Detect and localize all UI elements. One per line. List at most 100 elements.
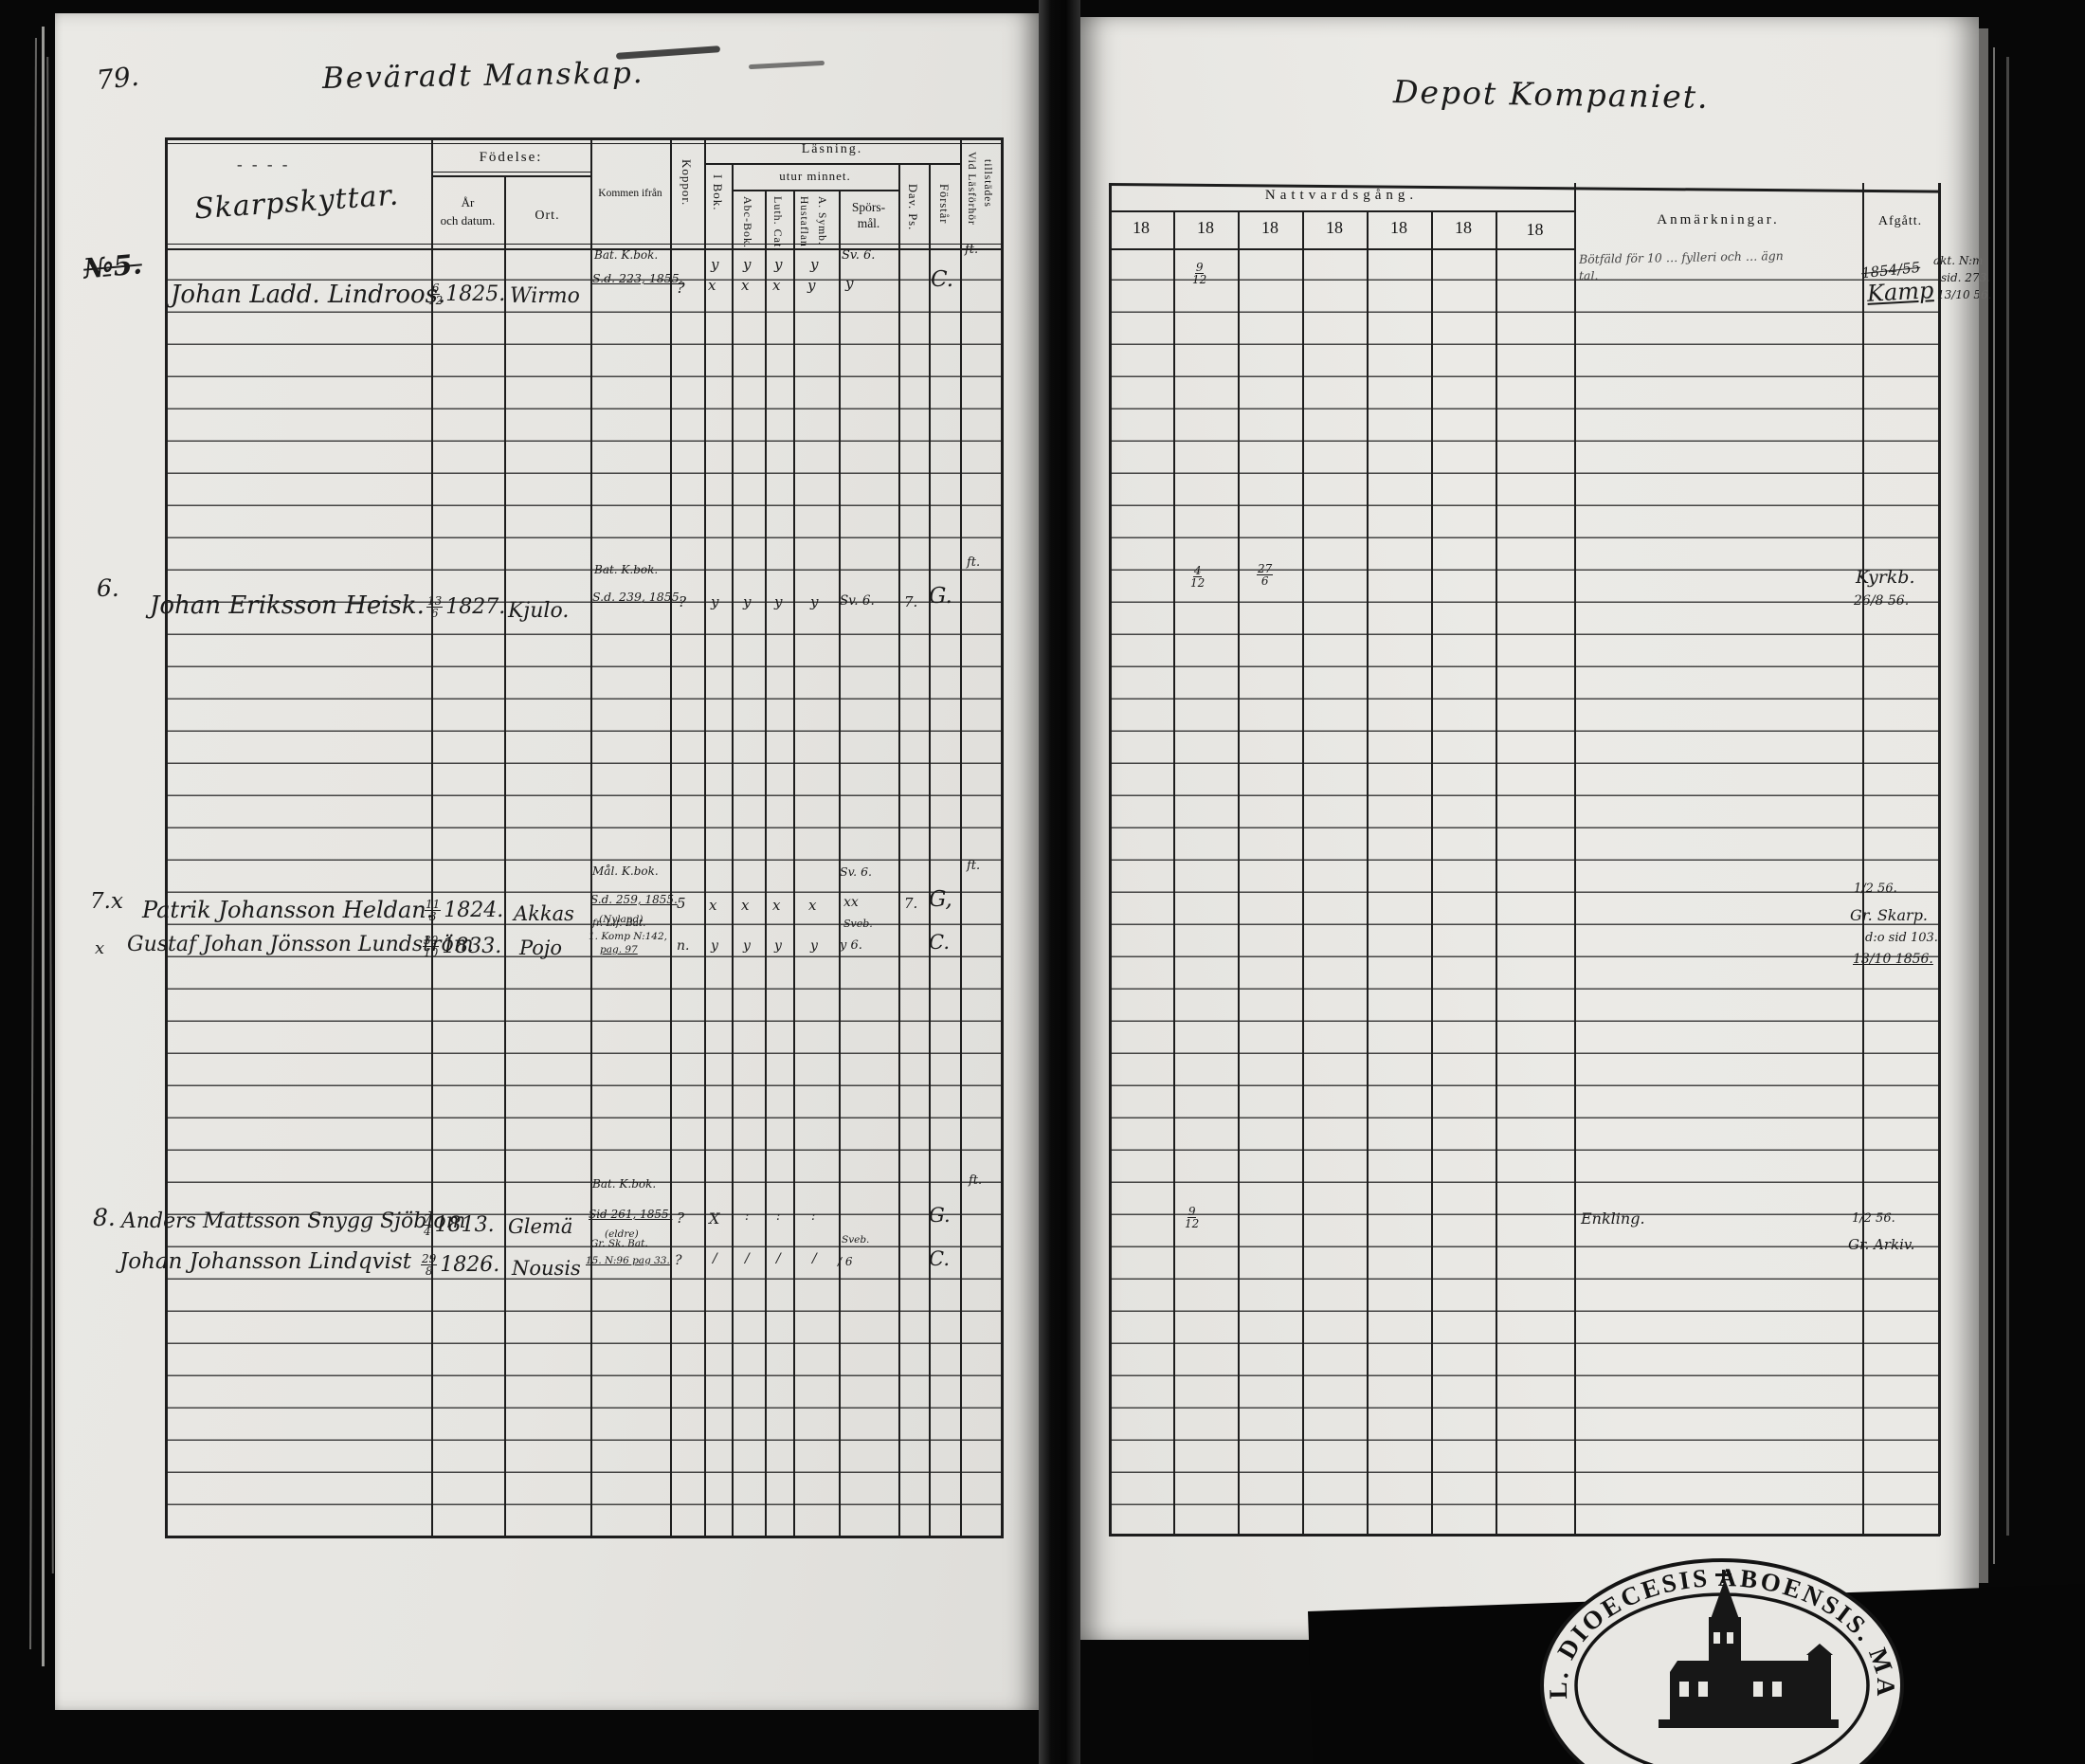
birth-year: 1824.	[444, 899, 504, 922]
communion-month: 12	[1192, 273, 1207, 286]
reading-mark: /	[713, 1251, 717, 1266]
entry-come-from-line3: (Nyland)	[599, 914, 644, 925]
attends-mark: ft.	[965, 243, 979, 257]
understands-mark: C.	[931, 267, 954, 292]
reading-mark: X	[709, 1209, 720, 1228]
year-col-18: 18	[1133, 218, 1150, 237]
reading-mark: /	[745, 1251, 750, 1266]
entry-come-from-line2: S.d. 239, 1855.	[592, 590, 683, 604]
col-line	[839, 190, 841, 1537]
understands-mark: C.	[929, 931, 950, 954]
column-header-afgatt: Afgått.	[1877, 214, 1923, 228]
right-col-line	[1496, 210, 1497, 1536]
entry-come-from-line1: Bat. K.bok.	[594, 563, 659, 576]
reading-mark: y	[810, 938, 818, 954]
questions-mark: xx	[843, 895, 859, 910]
departed-note: Kamp	[1866, 277, 1935, 307]
right-col-line	[1302, 210, 1304, 1536]
entry-come-from-line1: Gr. Sk. Bat.	[590, 1238, 648, 1249]
page-number: 79.	[95, 60, 141, 97]
reading-mark: /	[776, 1251, 781, 1266]
entry-come-from-line2: Sid 261, 1855.	[589, 1208, 673, 1221]
understands-mark: C.	[929, 1247, 950, 1270]
entry-smallpox-mark: 5	[677, 895, 686, 912]
communion-day: 9	[1187, 1205, 1197, 1218]
right-col-line	[1431, 210, 1433, 1536]
entry-name: Johan Ladd. Lindroos.	[171, 281, 446, 309]
reading-mark: y	[810, 593, 819, 610]
table-border-top	[165, 137, 1003, 140]
reading-mark: y	[774, 938, 782, 954]
attends-mark: ft.	[967, 859, 981, 873]
right-page-title: Depot Kompaniet.	[1392, 73, 1710, 116]
questions-mark: Sv. 6.	[840, 593, 875, 609]
communion-month: 12	[1185, 1217, 1200, 1230]
entry-come-from-line2: S.d. 223, 1855.	[592, 271, 683, 285]
entry-birth-date: 13 6 1827.	[426, 595, 505, 619]
column-header-forstar: Förstår	[937, 184, 951, 225]
birth-year: 1833.	[442, 935, 502, 958]
col-line	[732, 163, 734, 1537]
departed-note2: Gr. Skarp.	[1850, 906, 1929, 924]
communion-month: 12	[1190, 576, 1206, 590]
birth-month: 10	[424, 946, 439, 959]
communion-date: 27 6	[1257, 563, 1274, 587]
page-edge-band	[1979, 28, 1988, 1583]
natt-underline	[1109, 210, 1574, 212]
entry-smallpox-mark: ?	[675, 1253, 682, 1268]
book-gutter	[1039, 0, 1080, 1764]
fodelse-underline	[431, 172, 590, 173]
reading-mark: x	[708, 277, 716, 294]
reading-mark: y	[711, 256, 719, 273]
entry-birth-date: 6 12 1825.	[428, 282, 505, 306]
col-line	[431, 139, 433, 1537]
dav-ps-mark: 7.	[904, 593, 918, 610]
reading-mark: y	[810, 256, 819, 273]
birth-month: 3	[428, 910, 437, 923]
entry-birthplace: Wirmo	[510, 284, 580, 308]
entry-birthplace: Pojo	[519, 937, 563, 959]
column-header-lasning: Läsning.	[801, 142, 863, 156]
left-page-title: Beväradt Manskap.	[321, 56, 644, 96]
birth-month: 8	[425, 1264, 433, 1278]
reading-mark: :	[745, 1209, 750, 1224]
reading-mark: y	[774, 256, 783, 273]
right-col-line	[1574, 183, 1576, 1536]
spors-line2: mål.	[857, 216, 880, 230]
column-header-sporsmal: Spörs- mål.	[839, 199, 898, 231]
year-col-18: 18	[1455, 218, 1472, 237]
birth-month: 6	[430, 607, 439, 620]
column-header-utur-minnet: utur minnet.	[779, 169, 851, 183]
departed-note3: d:o sid 103.	[1865, 931, 1938, 945]
remark-line2: tal.	[1579, 268, 1599, 282]
entry-name: Gustaf Johan Jönsson Lundström	[127, 933, 474, 956]
birth-day: 11	[425, 898, 442, 911]
entry-come-from-line3: pag. 97	[600, 944, 638, 955]
reading-mark: y	[743, 938, 751, 954]
birth-day: 30	[423, 934, 440, 947]
col-line	[670, 139, 672, 1537]
entry-come-from-line1: Bat. K.bok.	[592, 1177, 657, 1191]
birth-day: 29	[421, 1252, 438, 1265]
entry-smallpox-mark: ?	[677, 279, 685, 297]
entry-name: Johan Johansson Lindqvist	[119, 1249, 411, 1274]
column-header-ar-och-datum: År och datum.	[431, 193, 504, 229]
birth-day: 13	[426, 594, 444, 608]
column-header-tillstades: tillstädes	[982, 159, 993, 208]
communion-day: 4	[1192, 564, 1203, 577]
birth-year: 1826.	[440, 1253, 500, 1277]
entry-smallpox-mark: ?	[677, 1209, 685, 1227]
questions-mark: / 6	[838, 1255, 853, 1268]
col-line	[898, 163, 900, 1537]
understands-mark: G.	[929, 584, 952, 609]
attends-mark: ft.	[969, 1173, 983, 1188]
page-edge-streak	[46, 57, 54, 1573]
questions-mark: y	[845, 275, 854, 292]
questions-mark: y 6.	[840, 938, 862, 953]
col-line	[793, 190, 795, 1537]
right-col-line	[1862, 183, 1864, 1536]
column-header-luth-cat: Luth. Cat.	[771, 196, 785, 252]
birth-year: 1813.	[434, 1213, 495, 1237]
reading-mark: x	[741, 277, 750, 294]
column-header-vid-lasforhor: Vid Läsförhör	[966, 152, 977, 226]
